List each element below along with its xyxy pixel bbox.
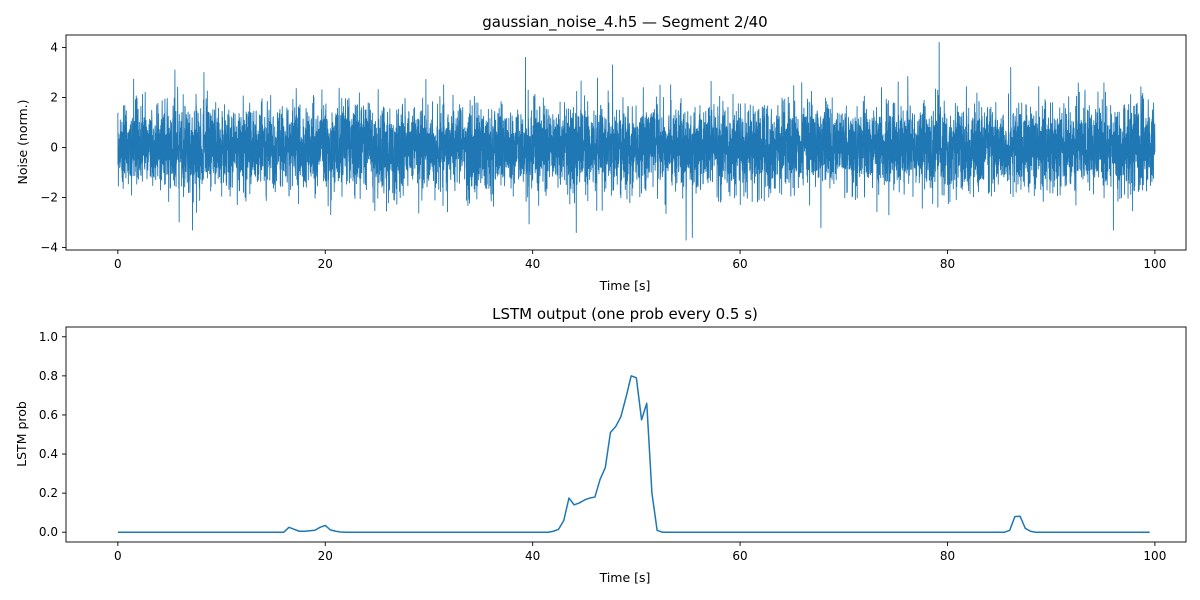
- noise-series-line: [117, 42, 1156, 241]
- noise-y-ticks: −4 −2 0 2 4: [40, 41, 66, 255]
- lstm-x-ticks: 0 20 40 60 80 100: [114, 542, 1166, 563]
- lstm-axes: LSTM output (one prob every 0.5 s) 0 20 40…: [14, 305, 1187, 585]
- lstm-x-tick-label: 20: [318, 549, 333, 563]
- noise-axes-frame: [65, 34, 1187, 251]
- lstm-y-tick-label: 0.8: [39, 369, 58, 383]
- noise-y-tick-label: 0: [50, 141, 58, 155]
- noise-x-tick-label: 40: [525, 257, 540, 271]
- lstm-y-tick-label: 0.4: [39, 447, 58, 461]
- lstm-x-tick-label: 40: [525, 549, 540, 563]
- noise-y-tick-label: −2: [40, 191, 58, 205]
- lstm-y-tick-label: 0.0: [39, 525, 58, 539]
- lstm-chart-title: LSTM output (one prob every 0.5 s): [492, 305, 758, 323]
- lstm-y-tick-label: 0.2: [39, 486, 58, 500]
- noise-x-tick-label: 80: [940, 257, 955, 271]
- noise-axes: gaussian_noise_4.h5 — Segment 2/40 0 20 40…: [15, 13, 1187, 293]
- lstm-y-tick-label: 1.0: [39, 330, 58, 344]
- noise-x-tick-label: 0: [114, 257, 122, 271]
- lstm-x-tick-label: 60: [732, 549, 747, 563]
- lstm-y-ticks: 0.0 0.2 0.4 0.6 0.8 1.0: [39, 330, 66, 539]
- noise-y-axis-label: Noise (norm.): [15, 99, 30, 184]
- lstm-y-axis-label: LSTM prob: [14, 401, 29, 467]
- lstm-x-axis-label: Time [s]: [599, 570, 651, 585]
- lstm-x-tick-label: 80: [940, 549, 955, 563]
- noise-x-tick-label: 100: [1143, 257, 1166, 271]
- noise-y-tick-label: 4: [50, 41, 58, 55]
- lstm-x-tick-label: 100: [1143, 549, 1166, 563]
- lstm-y-tick-label: 0.6: [39, 408, 58, 422]
- noise-chart-title: gaussian_noise_4.h5 — Segment 2/40: [482, 13, 767, 32]
- noise-x-tick-label: 20: [318, 257, 333, 271]
- lstm-series-line: [117, 375, 1150, 533]
- noise-x-tick-label: 60: [732, 257, 747, 271]
- lstm-axes-frame: [65, 326, 1187, 543]
- lstm-x-tick-label: 0: [114, 549, 122, 563]
- noise-y-tick-label: 2: [50, 91, 58, 105]
- noise-x-ticks: 0 20 40 60 80 100: [114, 250, 1166, 271]
- noise-y-tick-label: −4: [40, 241, 58, 255]
- lstm-plot-area: [117, 375, 1150, 533]
- noise-plot-area: [117, 42, 1156, 241]
- noise-x-axis-label: Time [s]: [599, 278, 651, 293]
